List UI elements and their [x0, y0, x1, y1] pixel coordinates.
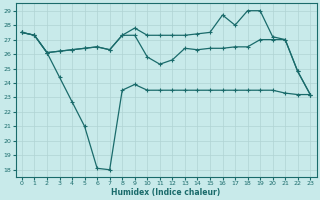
X-axis label: Humidex (Indice chaleur): Humidex (Indice chaleur)	[111, 188, 221, 197]
